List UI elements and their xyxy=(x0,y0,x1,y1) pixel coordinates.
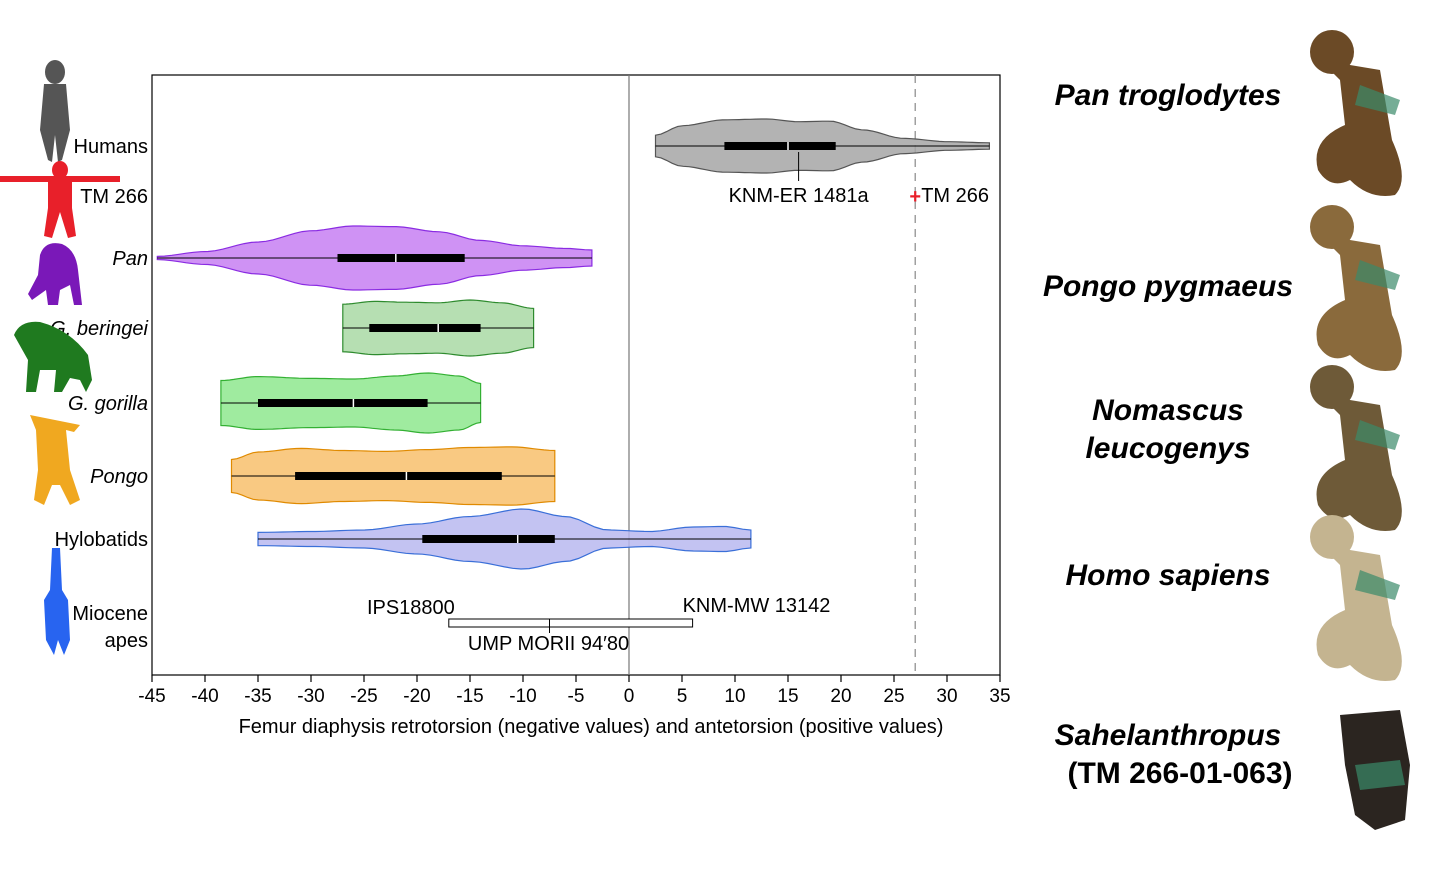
x-tick-label-9: 0 xyxy=(624,686,635,707)
femur-image-2 xyxy=(1310,365,1402,531)
group-label-6-0: Hylobatids xyxy=(55,529,148,551)
species-panel: Pan troglodytes Pongo pygmaeus Nomascus leu… xyxy=(1043,30,1410,830)
tm266-marker: + xyxy=(909,186,921,208)
human-head-icon xyxy=(45,60,65,84)
hylobatid-icon xyxy=(44,548,70,655)
pan-icon xyxy=(28,243,82,305)
silhouettes xyxy=(0,60,120,655)
group-label-0-0: Humans xyxy=(74,136,148,158)
annotation-ump-morii: UMP MORII 94′80 xyxy=(468,633,629,655)
femur-head-3 xyxy=(1310,515,1354,559)
x-tick-label-7: -10 xyxy=(509,686,536,707)
x-tick-label-15: 30 xyxy=(936,686,957,707)
x-tick-label-6: -15 xyxy=(456,686,483,707)
femur-plane-3 xyxy=(1355,570,1400,600)
chart-layer: -45 -40 -35 -30 -25 -20 -15 -10 -5 0 5 10 15 20 25 30 35… xyxy=(50,75,1011,707)
gorilla-icon xyxy=(14,321,92,392)
species-label-4-0: Sahelanthropus xyxy=(1055,719,1282,752)
x-tick-label-5: -20 xyxy=(403,686,430,707)
iqr-box-6 xyxy=(422,535,555,543)
species-label-1-0: Pongo pygmaeus xyxy=(1043,270,1293,303)
x-tick-label-3: -30 xyxy=(297,686,324,707)
femur-plane-2 xyxy=(1355,420,1400,450)
femur-image-0 xyxy=(1310,30,1402,196)
x-tick-label-10: 5 xyxy=(677,686,688,707)
group-label-5-0: Pongo xyxy=(90,466,148,488)
x-tick-label-8: -5 xyxy=(568,686,585,707)
miocene-range-box xyxy=(448,618,694,628)
iqr-box-3 xyxy=(369,324,481,332)
femur-shaft-1 xyxy=(1316,235,1402,371)
group-label-7-1: apes xyxy=(105,630,148,652)
iqr-box-5 xyxy=(295,472,502,480)
x-tick-label-2: -35 xyxy=(244,686,271,707)
annotation-knm-er-1481a: KNM-ER 1481a xyxy=(729,185,870,207)
femur-image-1 xyxy=(1310,205,1402,371)
plot-frame xyxy=(151,74,1001,676)
iqr-box-0 xyxy=(724,142,836,150)
annotation-tm266: TM 266 xyxy=(921,185,989,207)
x-tick-label-1: -40 xyxy=(191,686,218,707)
group-label-1-0: TM 266 xyxy=(80,186,148,208)
iqr-box-4 xyxy=(258,399,428,407)
x-tick-label-4: -25 xyxy=(350,686,377,707)
annotation-ips18800: IPS18800 xyxy=(367,597,455,619)
femur-shaft-2 xyxy=(1316,395,1402,531)
x-tick-label-16: 35 xyxy=(989,686,1010,707)
x-tick-label-13: 20 xyxy=(830,686,851,707)
human-body-icon xyxy=(40,84,70,162)
femur-shaft-3 xyxy=(1316,545,1402,681)
species-label-2-1: leucogenys xyxy=(1085,432,1250,465)
group-label-3-0: G. beringei xyxy=(50,318,148,340)
species-label-3-0: Homo sapiens xyxy=(1065,559,1270,592)
annotation-knm-mw: KNM-MW 13142 xyxy=(683,595,831,617)
x-tick-label-12: 15 xyxy=(777,686,798,707)
femur-head-2 xyxy=(1310,365,1354,409)
x-tick-label-0: -45 xyxy=(138,686,165,707)
iqr-box-2 xyxy=(337,254,465,262)
tm266-head-icon xyxy=(52,161,68,179)
femur-shaft-0 xyxy=(1316,60,1402,196)
species-label-0-0: Pan troglodytes xyxy=(1055,79,1282,112)
femur-image-3 xyxy=(1310,515,1402,681)
species-label-2-0: Nomascus xyxy=(1092,394,1244,427)
group-label-7-0: Miocene xyxy=(72,603,148,625)
x-tick-label-11: 10 xyxy=(724,686,745,707)
femur-head-0 xyxy=(1310,30,1354,74)
femur-image-4 xyxy=(1340,710,1410,830)
tm266-body-icon xyxy=(0,176,120,238)
x-axis-label: Femur diaphysis retrotorsion (negative v… xyxy=(239,716,944,738)
pongo-icon xyxy=(30,415,80,505)
species-sublabel-4: (TM 266-01-063) xyxy=(1067,757,1292,790)
group-label-4-0: G. gorilla xyxy=(68,393,148,415)
femur-plane-4 xyxy=(1355,760,1405,790)
femur-head-1 xyxy=(1310,205,1354,249)
femur-plane-0 xyxy=(1355,85,1400,115)
x-tick-label-14: 25 xyxy=(883,686,904,707)
group-label-2-0: Pan xyxy=(112,248,148,270)
femur-plane-1 xyxy=(1355,260,1400,290)
